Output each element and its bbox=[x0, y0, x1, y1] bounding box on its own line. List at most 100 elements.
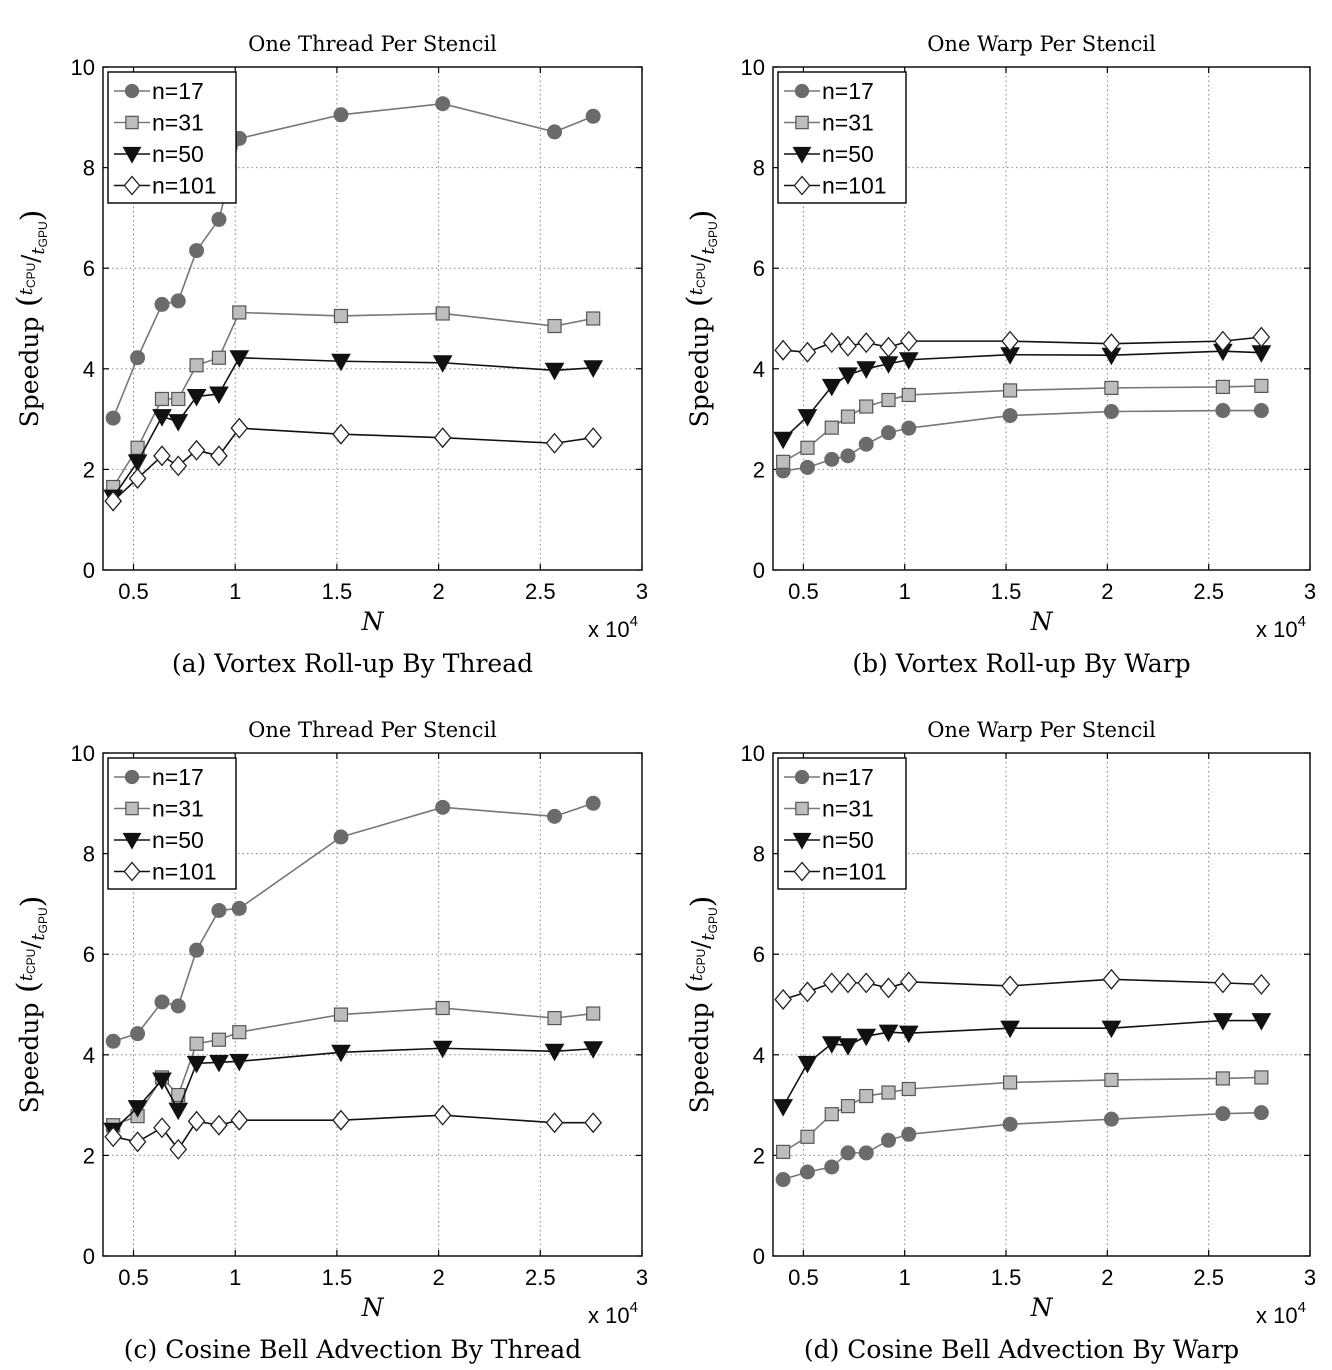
data-point bbox=[1104, 380, 1119, 396]
axes-box bbox=[772, 752, 1311, 1257]
data-point bbox=[773, 431, 793, 450]
x-tick-label: 2 bbox=[1101, 1265, 1113, 1290]
y-axis-label-num: t bbox=[686, 287, 707, 295]
data-point bbox=[333, 1007, 349, 1022]
x-tick-label: 3 bbox=[1304, 579, 1316, 604]
legend-label: n=50 bbox=[822, 827, 874, 853]
y-tick-label: 2 bbox=[83, 457, 95, 482]
x-tick-label: 2 bbox=[1101, 579, 1113, 604]
data-point bbox=[857, 332, 876, 354]
x-tick-label: 0.5 bbox=[788, 1265, 819, 1290]
data-point bbox=[331, 353, 351, 372]
data-point bbox=[104, 1126, 123, 1148]
data-point bbox=[856, 361, 877, 379]
y-tick-label: 4 bbox=[753, 1043, 765, 1068]
figure-caption: (d) Cosine Bell Advection By Warp bbox=[804, 1335, 1239, 1364]
data-point bbox=[169, 455, 188, 477]
legend-marker bbox=[122, 832, 142, 850]
data-point bbox=[1215, 403, 1231, 419]
data-point bbox=[586, 311, 601, 326]
data-point bbox=[547, 1010, 562, 1026]
data-point bbox=[130, 1026, 146, 1042]
y-axis-label-den-sub: GPU bbox=[706, 221, 720, 247]
chart-panel-c: 0.5 1 1.5 2 2.5 3 0 2 4 6 8 10 One Thread Per Stenci… bbox=[11, 718, 648, 1364]
axes-box bbox=[102, 752, 643, 1257]
data-point bbox=[859, 399, 874, 414]
data-point bbox=[879, 977, 898, 999]
data-point bbox=[775, 1172, 791, 1188]
data-point bbox=[799, 1164, 815, 1180]
legend-marker bbox=[123, 861, 141, 882]
data-point bbox=[881, 1085, 896, 1100]
y-axis-label-den: t bbox=[28, 247, 49, 255]
series-n-31 bbox=[776, 378, 1269, 469]
data-point bbox=[189, 358, 204, 373]
data-point bbox=[435, 1000, 450, 1016]
data-point bbox=[545, 1112, 564, 1134]
data-point bbox=[821, 378, 842, 397]
series-n-50 bbox=[773, 1013, 1272, 1117]
y-tick-label: 6 bbox=[83, 942, 95, 967]
data-point bbox=[230, 417, 249, 439]
legend-marker bbox=[794, 769, 810, 785]
data-point bbox=[800, 440, 815, 455]
y-axis-label-text: Speedup bbox=[15, 317, 44, 428]
y-axis-label-den: t bbox=[28, 933, 49, 941]
y-tick-label: 2 bbox=[753, 1143, 765, 1168]
series-n-50 bbox=[103, 350, 604, 508]
legend-label: n=31 bbox=[822, 110, 874, 136]
legend: n=17 n=31 n=50 n=101 bbox=[107, 71, 237, 204]
x-multiplier: x 104 bbox=[588, 1299, 638, 1328]
legend-marker bbox=[122, 146, 142, 164]
x-multiplier: x 104 bbox=[1256, 1299, 1306, 1328]
data-point bbox=[1252, 326, 1271, 348]
data-point bbox=[209, 1054, 229, 1073]
data-point bbox=[168, 414, 189, 432]
x-multiplier-exponent: 4 bbox=[1298, 613, 1306, 630]
data-point bbox=[901, 1081, 916, 1097]
data-point bbox=[1002, 383, 1018, 398]
legend-marker bbox=[793, 861, 811, 882]
y-axis-label-den-sub: GPU bbox=[706, 907, 720, 933]
data-point bbox=[840, 1099, 856, 1114]
data-point bbox=[586, 1006, 601, 1021]
chart-panel-a: 0.5 1 1.5 2 2.5 3 0 2 4 6 8 10 One Thread Per Stenci… bbox=[11, 32, 648, 678]
series-n-31 bbox=[776, 1070, 1269, 1159]
data-point bbox=[333, 308, 349, 324]
data-point bbox=[547, 124, 563, 140]
data-point bbox=[435, 799, 451, 815]
x-tick-label: 3 bbox=[1304, 1265, 1316, 1290]
data-point bbox=[840, 448, 856, 464]
legend-marker bbox=[793, 175, 811, 196]
data-point bbox=[773, 1099, 793, 1117]
x-tick-label: 1.5 bbox=[991, 579, 1022, 604]
data-point bbox=[1215, 379, 1230, 395]
data-point bbox=[187, 1110, 206, 1132]
legend: n=17 n=31 n=50 n=101 bbox=[777, 71, 907, 204]
x-tick-label: 0.5 bbox=[788, 579, 819, 604]
legend: n=17 n=31 n=50 n=101 bbox=[777, 757, 907, 890]
data-point bbox=[901, 1126, 917, 1142]
legend-label: n=17 bbox=[152, 764, 204, 790]
legend-label: n=17 bbox=[822, 78, 874, 104]
data-point bbox=[776, 454, 791, 469]
data-point bbox=[1103, 1111, 1119, 1127]
data-point bbox=[798, 341, 817, 363]
x-tick-label: 3 bbox=[636, 1265, 648, 1290]
y-axis-label-paren: ) bbox=[15, 896, 50, 908]
y-axis-label-den: t bbox=[698, 247, 719, 255]
data-point bbox=[544, 362, 565, 381]
y-axis-label: Speedup (tCPU/tGPU) bbox=[11, 896, 50, 1114]
series-n-101 bbox=[774, 326, 1271, 363]
x-tick-label: 2.5 bbox=[1193, 579, 1224, 604]
data-point bbox=[130, 440, 145, 455]
data-point bbox=[104, 490, 123, 512]
y-axis-label-slash: / bbox=[687, 940, 715, 949]
y-tick-label: 8 bbox=[83, 842, 95, 867]
x-tick-label: 1 bbox=[229, 579, 241, 604]
legend-marker bbox=[124, 83, 140, 99]
legend-marker bbox=[125, 801, 139, 816]
data-point bbox=[881, 1132, 897, 1148]
y-axis-label-paren: ) bbox=[685, 210, 720, 222]
data-point bbox=[1101, 1020, 1122, 1039]
